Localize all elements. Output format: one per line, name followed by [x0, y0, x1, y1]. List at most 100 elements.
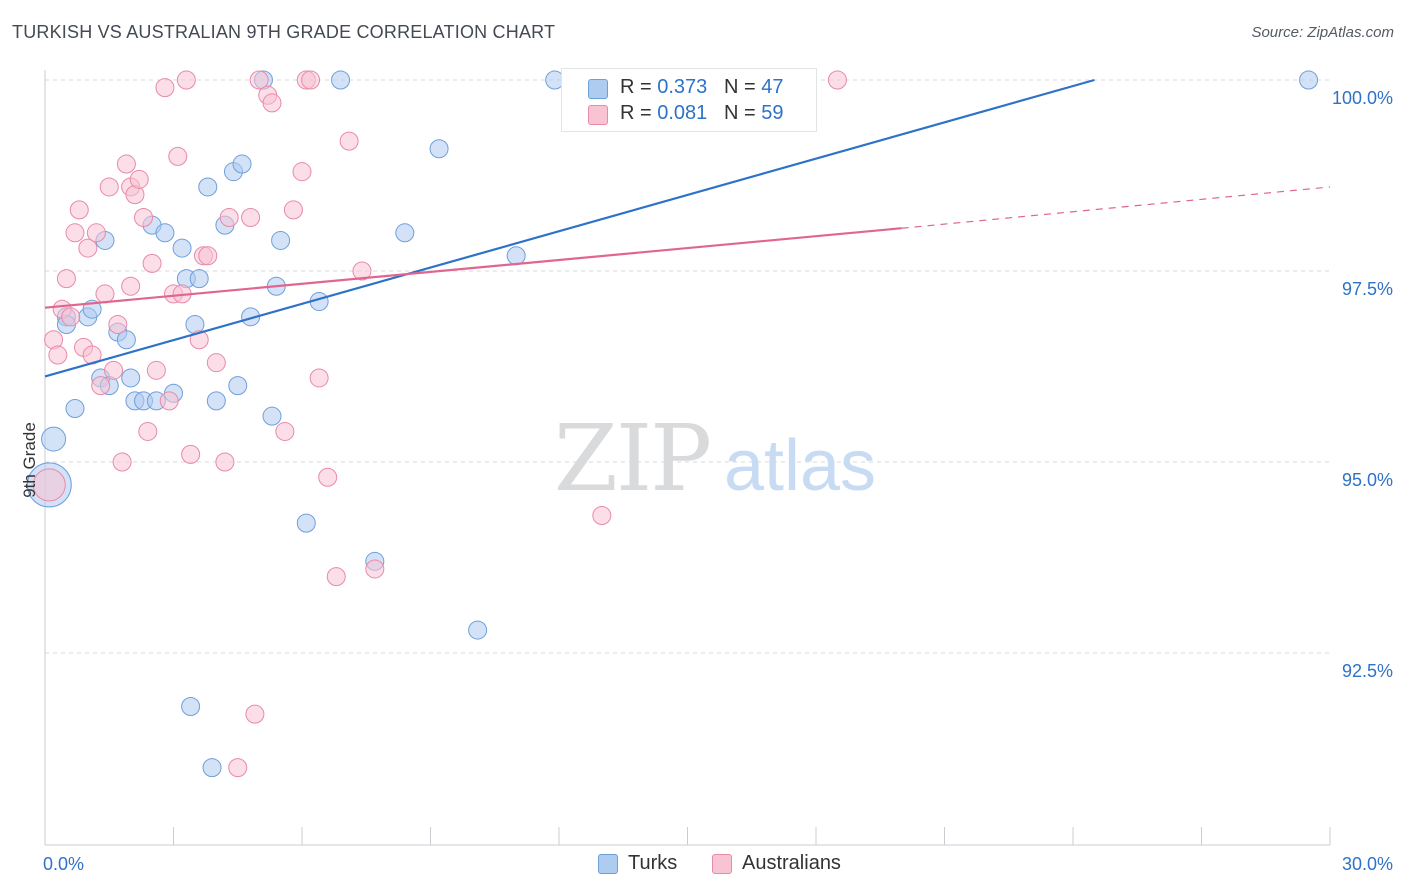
turks-point [262, 406, 282, 426]
turks-point [206, 391, 226, 411]
australians-point [116, 154, 136, 174]
australians-swatch [588, 105, 608, 125]
turks-point [271, 230, 291, 250]
turks-point [172, 238, 192, 258]
australians-point [827, 70, 847, 90]
australians-point [262, 93, 282, 113]
legend-r-label: R = [620, 102, 658, 124]
turks-point [232, 154, 252, 174]
tick-labels: 92.5% 95.0% 97.5% 100.0% 0.0% 30.0% [43, 88, 1393, 874]
chart-title: TURKISH VS AUSTRALIAN 9TH GRADE CORRELAT… [12, 22, 556, 42]
australians-point [176, 70, 196, 90]
scatter-points [26, 70, 1319, 778]
australians-point [104, 360, 124, 380]
x-tick-label: 30.0% [1342, 854, 1393, 874]
legend-n-value: 59 [761, 102, 784, 124]
y-tick-label: 95.0% [1342, 470, 1393, 490]
y-tick-label: 92.5% [1342, 661, 1393, 681]
australians-legend-label: Australians [742, 852, 841, 874]
turks-point [181, 696, 201, 716]
turks-point [189, 269, 209, 289]
trend-lines [44, 78, 1331, 378]
turks-legend-swatch [598, 854, 618, 874]
turks-point [296, 513, 316, 533]
australians-point [112, 452, 132, 472]
y-tick-label: 97.5% [1342, 279, 1393, 299]
turks-swatch [588, 79, 608, 99]
australians-point [241, 208, 261, 228]
turks-trend-line [44, 78, 1095, 378]
legend-r-value: 0.373 [657, 76, 708, 98]
australians-point [129, 169, 149, 189]
turks-point [468, 620, 488, 640]
australians-point [365, 559, 385, 579]
australians-point [108, 314, 128, 334]
australians-trend-extension [901, 186, 1331, 229]
australians-point [215, 452, 235, 472]
australians-legend-swatch [712, 854, 732, 874]
australians-point [138, 421, 158, 441]
y-tick-label: 100.0% [1332, 88, 1393, 108]
australians-point [283, 200, 303, 220]
watermark-zip: ZIP [554, 405, 710, 512]
australians-point [249, 70, 269, 90]
australians-point [142, 253, 162, 273]
turks-legend-label: Turks [628, 852, 678, 874]
x-tick-label: 0.0% [43, 854, 84, 874]
legend-n-label: N = [723, 102, 762, 124]
australians-point [159, 391, 179, 411]
australians-point [198, 246, 218, 266]
y-axis-label: 9th Grade [20, 422, 39, 498]
australians-point [99, 177, 119, 197]
turks-point [395, 223, 415, 243]
turks-point [155, 223, 175, 243]
turks-point [202, 758, 222, 778]
australians-point [219, 208, 239, 228]
australians-point [86, 223, 106, 243]
australians-point [592, 505, 612, 525]
watermark-atlas: atlas [724, 426, 876, 506]
australians-point [65, 223, 85, 243]
turks-point [65, 399, 85, 419]
legend-r-label: R = [620, 76, 658, 98]
australians-point [91, 376, 111, 396]
australians-point [121, 276, 141, 296]
australians-point [352, 261, 372, 281]
turks-point [331, 70, 351, 90]
australians-point [32, 468, 66, 502]
australians-point [228, 758, 248, 778]
legend-n-label: N = [723, 76, 762, 98]
australians-point [309, 368, 329, 388]
australians-point [155, 78, 175, 98]
turks-point [198, 177, 218, 197]
stats-legend: R = 0.373 N = 47 R = 0.081 N = 59 [561, 68, 817, 132]
australians-point [56, 269, 76, 289]
australians-point [181, 444, 201, 464]
australians-point [48, 345, 68, 365]
legend-n-value: 47 [761, 76, 784, 98]
australians-trend-line [44, 227, 902, 309]
australians-point [78, 238, 98, 258]
turks-point [41, 426, 67, 452]
australians-point [301, 70, 321, 90]
source-label: Source: ZipAtlas.com [1251, 24, 1394, 41]
turks-point [228, 376, 248, 396]
australians-point [339, 131, 359, 151]
legend-r-value: 0.081 [657, 102, 708, 124]
australians-point [146, 360, 166, 380]
turks-point [429, 139, 449, 159]
australians-point [69, 200, 89, 220]
turks-point [1299, 70, 1319, 90]
australians-point [292, 162, 312, 182]
australians-point [318, 467, 338, 487]
australians-point [134, 208, 154, 228]
turks-point [121, 368, 141, 388]
turks-point [506, 246, 526, 266]
australians-point [326, 567, 346, 587]
australians-point [61, 307, 81, 327]
watermark: ZIP atlas [554, 405, 876, 512]
australians-point [168, 146, 188, 166]
axes [44, 70, 1331, 846]
australians-point [275, 421, 295, 441]
australians-point [95, 284, 115, 304]
